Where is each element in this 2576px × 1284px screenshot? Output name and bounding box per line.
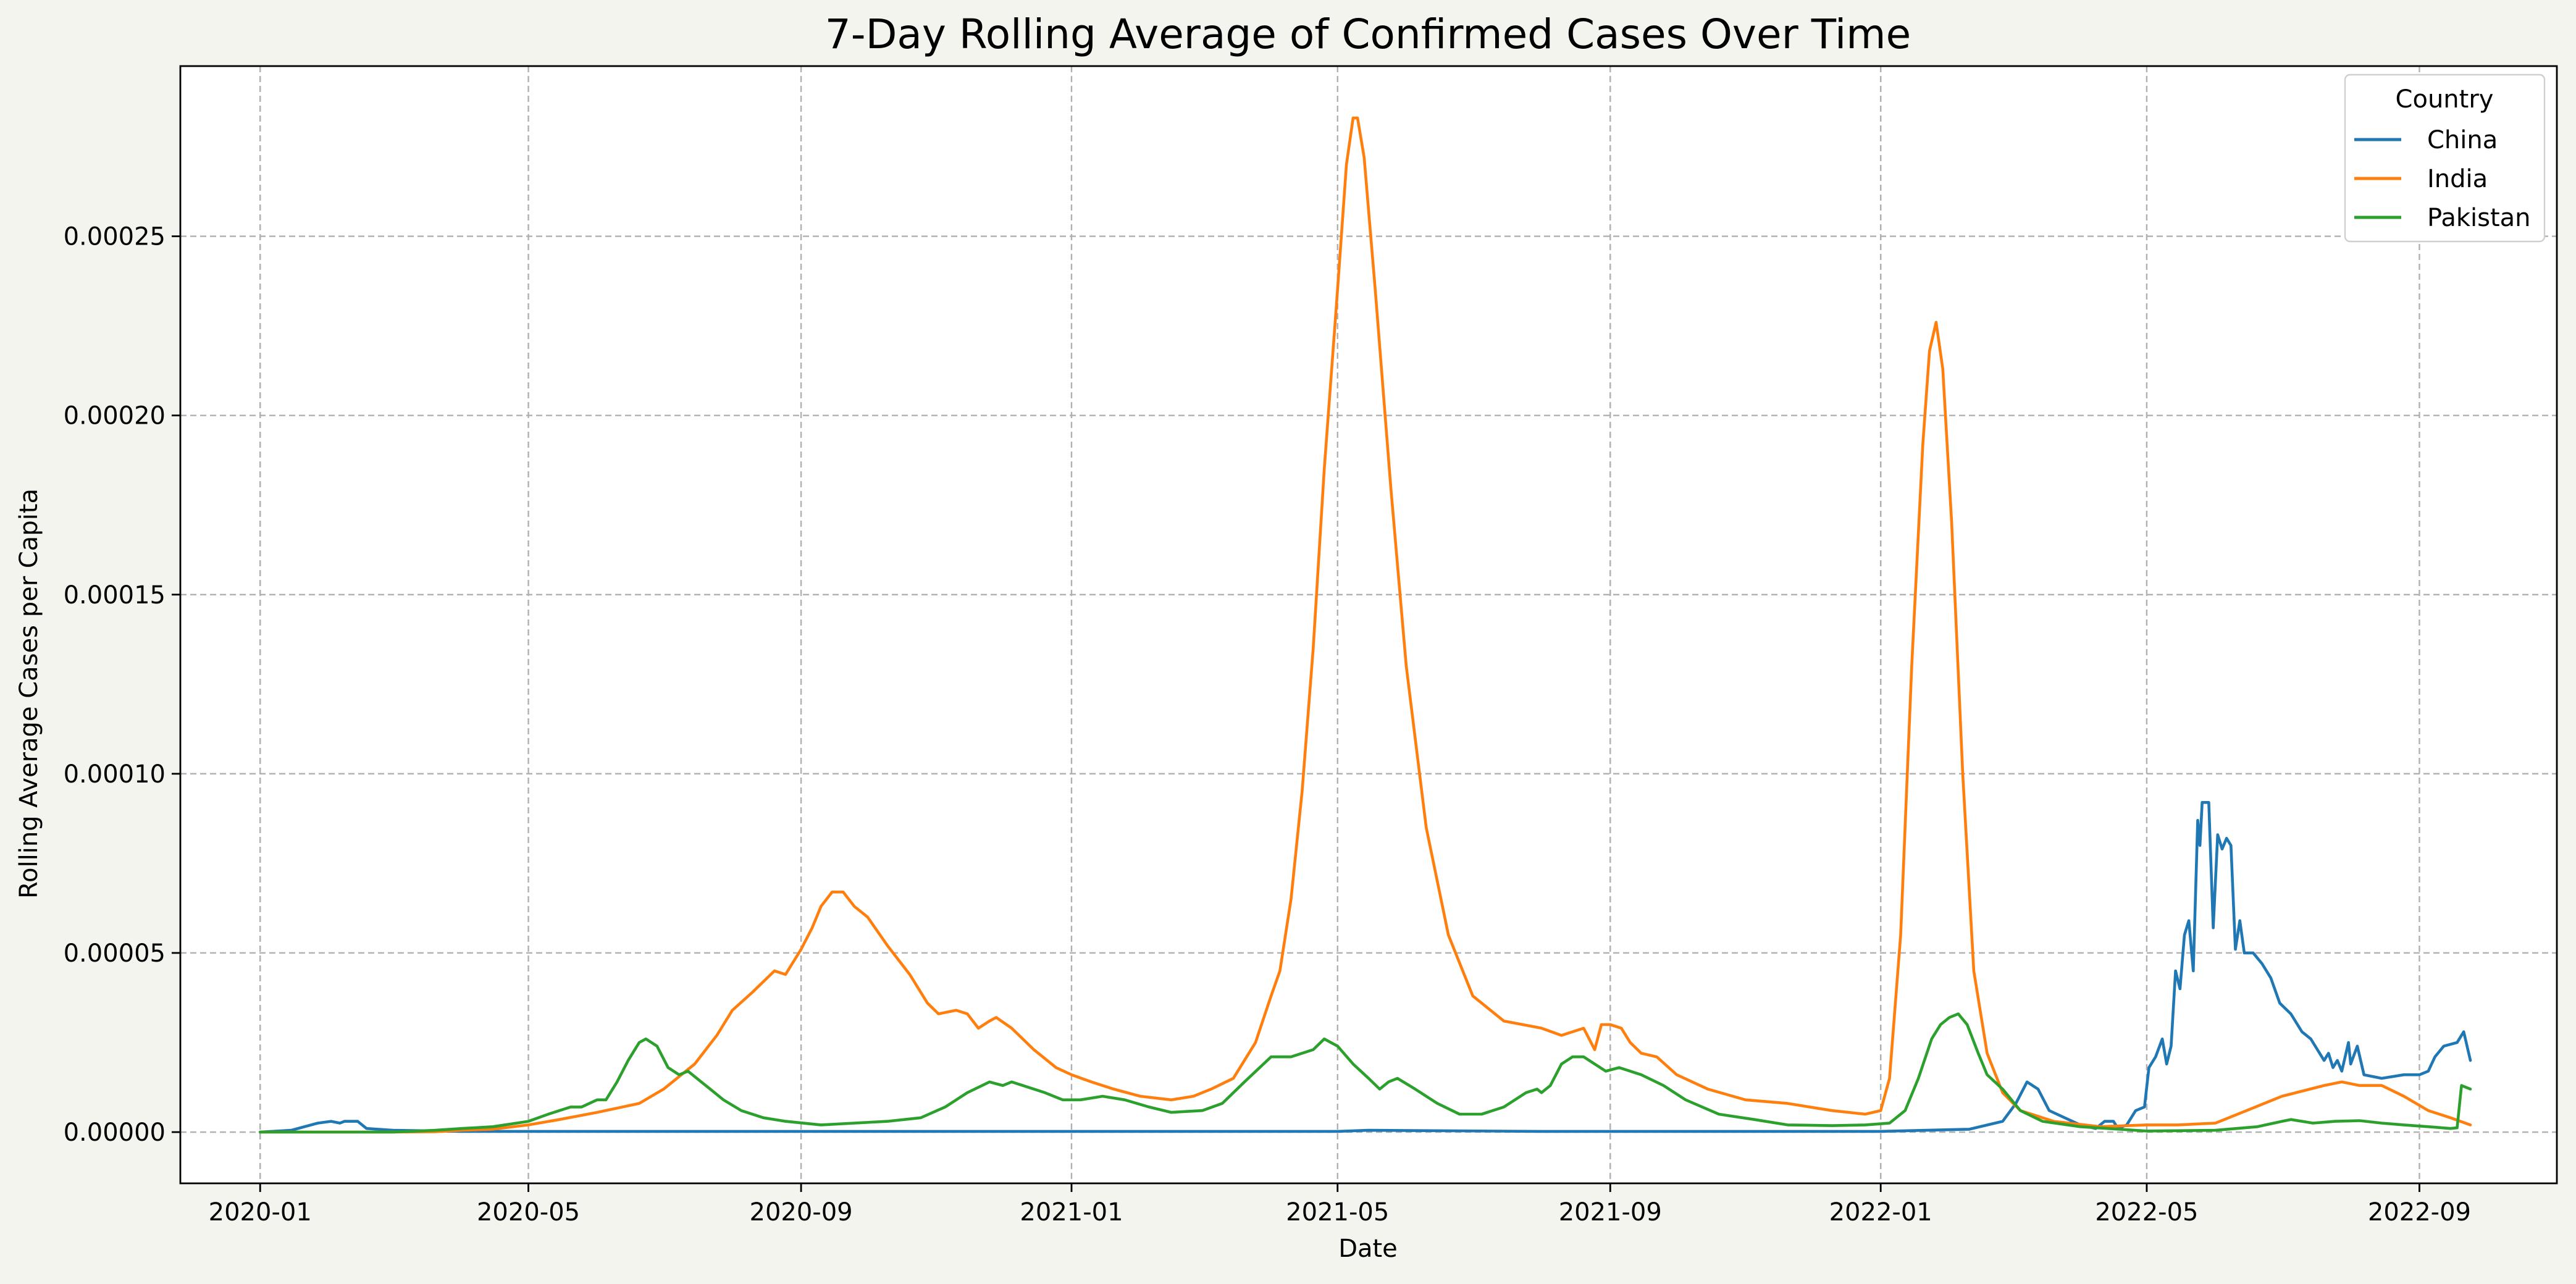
axis-ticks: 2020-01 2020-05 2020-09 2021-01 2021-05 2021-… [64,223,2471,1227]
x-tick-label: 2021-09 [1559,1198,1662,1227]
legend-label-china: China [2427,126,2498,154]
series-line-china [258,801,2472,1134]
x-tick-label: 2020-09 [750,1198,853,1227]
y-axis-label: Rolling Average Cases per Capita [15,489,43,899]
series-line-pakistan [258,1012,2472,1134]
x-tick-label: 2022-09 [2368,1198,2471,1227]
legend-label-india: India [2427,165,2488,193]
x-tick-label: 2022-05 [2095,1198,2198,1227]
legend-label-pakistan: Pakistan [2427,204,2531,232]
plot-background [180,66,2557,1183]
x-tick-label: 2020-01 [209,1198,312,1227]
axes-border [179,65,2558,1185]
axes-frame [179,65,2558,1185]
x-tick-label: 2022-01 [1829,1198,1932,1227]
x-tick-label: 2021-05 [1286,1198,1389,1227]
y-tick-label: 0.00005 [64,939,166,968]
legend: Country China India Pakistan [2344,73,2546,243]
series-lines [258,116,2472,1134]
plot-area [180,66,2557,1183]
x-tick-label: 2021-01 [1020,1198,1123,1227]
legend-frame [2344,73,2546,243]
y-tick-label: 0.00010 [64,760,166,789]
y-tick-label: 0.00015 [64,581,166,610]
series-line-india [258,116,2472,1134]
x-axis-label: Date [1338,1235,1398,1263]
legend-title: Country [2396,85,2494,114]
x-tick-label: 2020-05 [477,1198,580,1227]
legend-entries: China India Pakistan [2354,126,2531,232]
y-tick-label: 0.00020 [64,402,166,430]
y-tick-label: 0.00000 [64,1118,166,1147]
chart-title: 7-Day Rolling Average of Confirmed Cases… [825,10,1911,58]
y-tick-label: 0.00025 [64,223,166,251]
